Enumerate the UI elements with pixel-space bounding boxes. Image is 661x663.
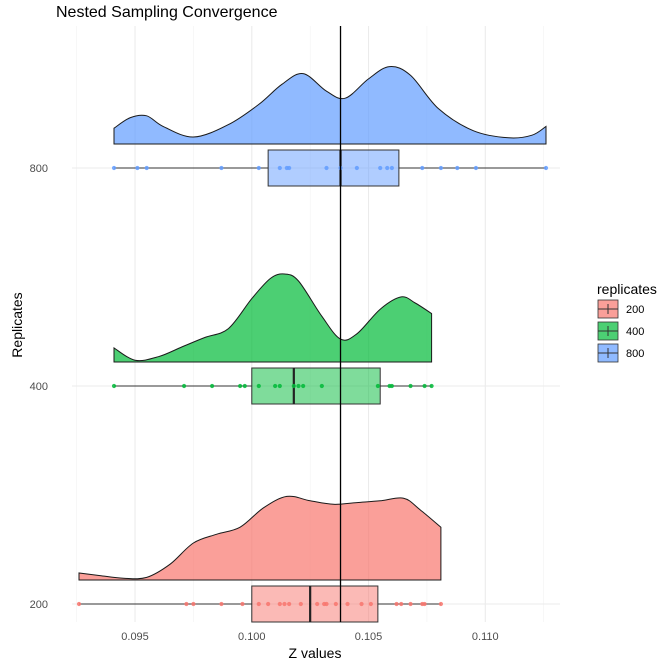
- data-point-800: [420, 165, 425, 171]
- data-point-400: [422, 383, 427, 389]
- data-point-200: [333, 601, 338, 607]
- data-point-800: [438, 165, 444, 171]
- y-tick-label: 400: [30, 381, 48, 393]
- data-point-800: [135, 165, 140, 171]
- legend-label-400: 400: [626, 326, 644, 338]
- density-cloud-800: [113, 66, 547, 145]
- data-point-400: [301, 383, 306, 389]
- data-point-400: [389, 383, 394, 389]
- box-400: [251, 367, 381, 405]
- legend-title: replicates: [597, 281, 657, 297]
- data-point-400: [429, 383, 434, 389]
- data-point-800: [324, 165, 329, 171]
- data-point-400: [319, 383, 324, 389]
- data-point-800: [287, 165, 292, 171]
- data-point-200: [256, 601, 261, 607]
- data-point-200: [76, 601, 82, 607]
- data-point-400: [238, 383, 243, 389]
- box-200: [251, 585, 379, 623]
- x-tick-label: 0.095: [121, 631, 149, 643]
- data-point-800: [543, 165, 549, 171]
- data-point-200: [368, 601, 373, 607]
- density-cloud-200: [78, 495, 442, 581]
- y-tick-label: 200: [30, 599, 48, 611]
- data-point-400: [209, 383, 215, 389]
- x-tick-label: 0.100: [238, 631, 266, 643]
- data-point-200: [282, 601, 287, 607]
- data-point-200: [345, 601, 350, 607]
- data-point-800: [389, 165, 394, 171]
- x-axis-label: Z values: [289, 645, 342, 661]
- data-point-800: [144, 165, 149, 171]
- data-point-200: [219, 601, 224, 607]
- y-tick-label: 800: [30, 163, 48, 175]
- data-point-200: [408, 601, 413, 607]
- y-axis-label: Replicates: [9, 292, 25, 357]
- data-point-200: [287, 601, 292, 607]
- chart-title: Nested Sampling Convergence: [56, 4, 278, 21]
- data-point-800: [455, 165, 460, 171]
- tick-labels: 0.095 0.100 0.105 0.110 200 400 800: [30, 163, 499, 643]
- data-point-200: [359, 601, 364, 607]
- data-point-200: [240, 601, 245, 607]
- data-point-200: [191, 601, 196, 607]
- x-tick-label: 0.105: [355, 631, 383, 643]
- data-point-800: [111, 165, 117, 171]
- data-point-400: [296, 383, 301, 389]
- legend-label-800: 800: [626, 348, 644, 360]
- data-point-400: [291, 383, 296, 389]
- data-point-200: [399, 601, 404, 607]
- data-point-200: [324, 601, 329, 607]
- data-point-200: [315, 601, 320, 607]
- data-point-800: [385, 165, 390, 171]
- legend-label-200: 200: [626, 304, 644, 316]
- data-point-400: [181, 383, 187, 389]
- data-point-800: [256, 165, 261, 171]
- data-point-400: [256, 383, 261, 389]
- data-point-400: [408, 383, 413, 389]
- density-clouds: [78, 66, 547, 581]
- data-point-200: [422, 601, 427, 607]
- x-tick-label: 0.110: [472, 631, 499, 643]
- data-point-800: [277, 165, 282, 171]
- data-point-400: [375, 383, 380, 389]
- data-point-800: [378, 165, 383, 171]
- data-point-800: [473, 165, 479, 171]
- data-point-200: [438, 601, 444, 607]
- density-cloud-400: [113, 273, 433, 363]
- data-point-400: [111, 383, 117, 389]
- data-point-400: [242, 383, 247, 389]
- data-point-800: [354, 165, 359, 171]
- data-point-200: [298, 601, 303, 607]
- legend: replicates 200 400 800: [597, 281, 657, 363]
- data-point-200: [277, 601, 282, 607]
- data-point-200: [266, 601, 271, 607]
- data-point-200: [184, 601, 189, 607]
- data-point-200: [394, 601, 399, 607]
- data-point-800: [219, 165, 224, 171]
- data-point-400: [273, 383, 278, 389]
- data-point-400: [277, 383, 282, 389]
